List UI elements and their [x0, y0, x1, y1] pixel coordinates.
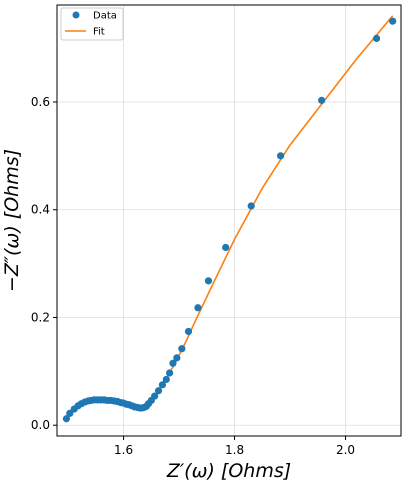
data-point [247, 202, 255, 210]
x-axis-label: Z′(ω) [Ohms] [166, 460, 291, 482]
legend-data-label: Data [93, 11, 117, 22]
y-tick-label: 0.4 [31, 203, 50, 217]
data-point [184, 327, 193, 336]
y-tick-label: 0.6 [31, 95, 50, 109]
fit-series [65, 15, 394, 420]
data-point [169, 359, 177, 367]
data-point [151, 392, 159, 400]
y-axis-label: −Z″(ω) [Ohms] [1, 149, 23, 292]
x-tick-label: 1.8 [225, 443, 244, 457]
x-tick-label: 2.0 [336, 443, 355, 457]
legend-fit-label: Fit [93, 27, 105, 38]
legend-data-marker [72, 11, 80, 19]
y-tick-label: 0.0 [31, 418, 50, 432]
legend: Data Fit [60, 7, 124, 41]
data-point [162, 375, 170, 384]
grid [57, 5, 401, 436]
data-point [158, 381, 167, 389]
data-point [389, 17, 397, 25]
data-point [372, 34, 381, 43]
data-point [154, 387, 163, 395]
data-point [178, 345, 186, 353]
data-point [277, 152, 285, 160]
data-point [318, 96, 326, 104]
data-point [66, 409, 74, 417]
data-point [222, 243, 230, 252]
data-point [204, 277, 213, 285]
x-tick-label: 1.6 [114, 443, 133, 457]
data-point [166, 369, 174, 377]
data-point [173, 354, 181, 362]
ticks: 1.6 1.8 2.0 0.0 0.2 0.4 0.6 [31, 95, 355, 457]
data-point [194, 304, 202, 312]
axes-frame [56, 4, 402, 437]
fit-line [65, 15, 394, 420]
y-tick-label: 0.2 [31, 310, 50, 324]
data-point [62, 415, 71, 423]
data-series [62, 17, 397, 423]
